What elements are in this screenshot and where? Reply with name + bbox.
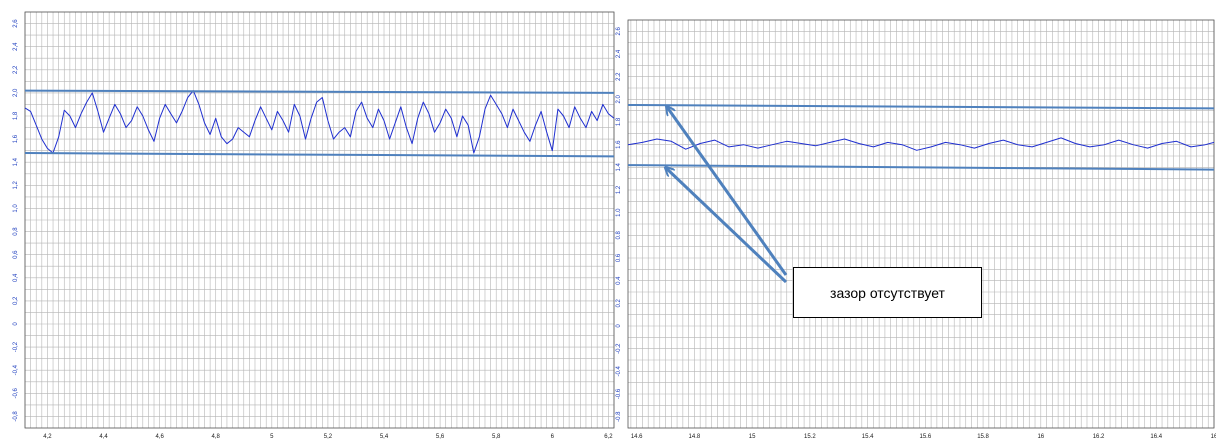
y-tick-label: -0.6: [616, 388, 622, 399]
x-tick-label: 6,2: [604, 434, 613, 440]
y-tick-label: -0,4: [13, 364, 19, 375]
y-tick-label: 0,8: [13, 227, 19, 236]
y-tick-label: 2,0: [13, 88, 19, 97]
x-tick-label: 15.8: [977, 434, 989, 440]
y-tick-label: 1.4: [616, 163, 622, 172]
x-tick-label: 4,8: [212, 434, 221, 440]
lower-band-line: [627, 164, 1215, 171]
lower-band-line: [24, 152, 615, 158]
y-tick-label: 0: [13, 322, 19, 326]
x-tick-label: 14.6: [631, 434, 643, 440]
y-tick-label: -0.4: [616, 366, 622, 377]
y-tick-label: 2,2: [13, 65, 19, 74]
y-tick-label: 0.2: [616, 299, 622, 308]
y-tick-label: 2.4: [616, 49, 622, 58]
x-tick-label: 14.8: [689, 434, 701, 440]
y-tick-label: 1.2: [616, 185, 622, 194]
y-tick-label: 1,4: [13, 157, 19, 166]
y-tick-label: 0,2: [13, 296, 19, 305]
x-tick-label: 4,4: [99, 434, 108, 440]
x-tick-label: 16.4: [1150, 434, 1162, 440]
y-tick-label: 2.0: [616, 95, 622, 104]
x-tick-label: 6: [551, 434, 555, 440]
y-tick-label: 2,6: [13, 19, 19, 28]
x-tick-label: 15.2: [804, 434, 816, 440]
left-chart-panel: 4,2 4,4 4,6 4,8 5 5,2 5,4 5,6 5,8 6 6,2 -0,8 -0,6 -0,…: [13, 11, 615, 440]
y-tick-label: 1,6: [13, 134, 19, 143]
y-tick-label: -0.8: [616, 411, 622, 422]
y-tick-label: 2.2: [616, 72, 622, 81]
y-tick-label: 2,4: [13, 42, 19, 51]
x-tick-label: 5,6: [436, 434, 445, 440]
x-tick-label: 5,8: [492, 434, 501, 440]
x-tick-label: 4,6: [155, 434, 164, 440]
x-tick-label: 5,2: [324, 434, 333, 440]
annotation-arrows: [666, 107, 788, 284]
y-tick-label: 0,6: [13, 250, 19, 259]
y-tick-label: 1.6: [616, 140, 622, 149]
y-tick-label: 0: [616, 324, 622, 328]
x-tick-label: 16.2: [1093, 434, 1105, 440]
annotation-text: зазор отсутствует: [830, 284, 945, 301]
x-tick-label: 15.6: [919, 434, 931, 440]
y-tick-label: 1.0: [616, 208, 622, 217]
x-tick-label: 15.4: [862, 434, 874, 440]
y-tick-label: 0.4: [616, 276, 622, 285]
y-tick-label: 1,2: [13, 181, 19, 190]
y-tick-label: -0,2: [13, 341, 19, 352]
x-tick-label: 16: [1211, 434, 1216, 440]
x-tick-label: 5: [270, 434, 274, 440]
upper-band-line: [24, 89, 615, 94]
arrow-to-upper-band: [667, 107, 788, 276]
y-tick-label: 0.6: [616, 253, 622, 262]
y-tick-label: 1,0: [13, 204, 19, 213]
x-tick-label: 4,2: [43, 434, 52, 440]
signal-line: [627, 137, 1215, 151]
y-tick-label: -0,8: [13, 411, 19, 422]
y-tick-label: 0,4: [13, 273, 19, 282]
x-tick-label: 16: [1037, 434, 1044, 440]
y-tick-label: 0.8: [616, 231, 622, 240]
upper-band-line: [627, 104, 1215, 110]
arrow-to-lower-band: [666, 168, 788, 284]
y-tick-label: 2.6: [616, 27, 622, 36]
y-tick-label: -0.2: [616, 343, 622, 354]
x-tick-label: 5,4: [380, 434, 389, 440]
y-tick-label: 1,8: [13, 111, 19, 120]
annotation-callout: зазор отсутствует: [793, 267, 982, 318]
signal-line: [24, 90, 615, 154]
x-tick-label: 15: [749, 434, 756, 440]
y-tick-label: 1.8: [616, 117, 622, 126]
plot-frame: [24, 11, 615, 429]
plot-frame: [627, 19, 1215, 429]
right-chart-panel: 14.6 14.8 15 15.2 15.4 15.6 15.8 16 16.2 16.4 16 -0…: [616, 19, 1216, 440]
y-tick-label: -0,6: [13, 388, 19, 399]
